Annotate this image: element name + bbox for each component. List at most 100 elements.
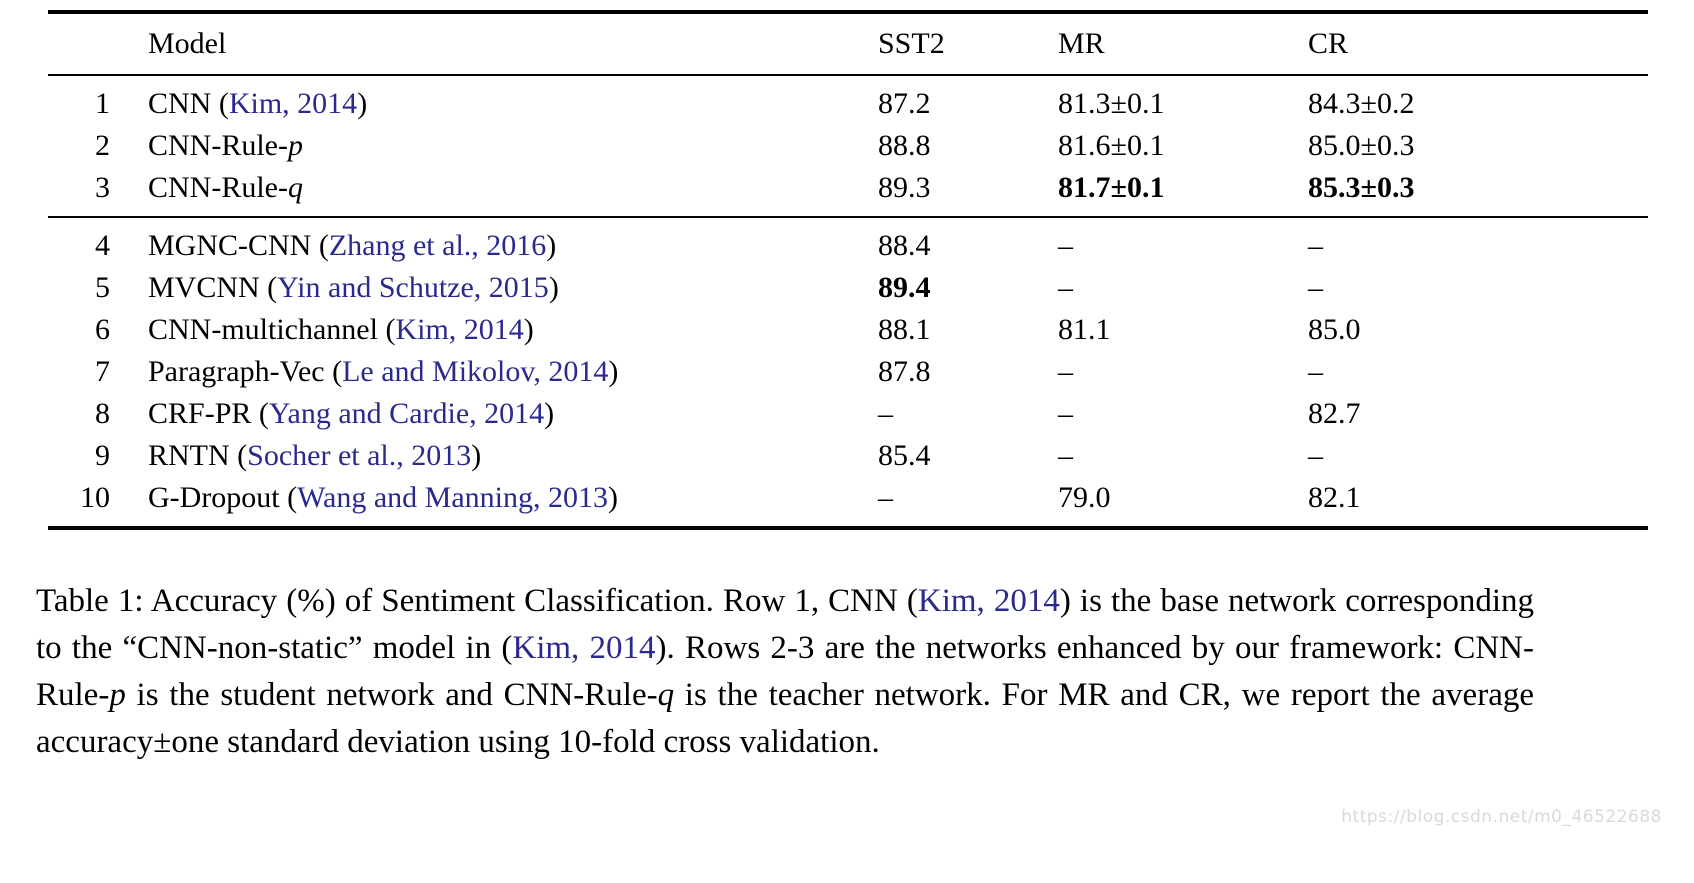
sst2-value-cell: 87.2: [878, 87, 931, 120]
model-cell: CNN (Kim, 2014): [148, 83, 878, 125]
model-cell: G-Dropout (Wang and Manning, 2013): [148, 477, 878, 519]
sst2-value-cell: –: [878, 397, 893, 430]
cr-value-cell: –: [1308, 355, 1323, 388]
cr-value-cell: 85.3±0.3: [1308, 171, 1415, 204]
citation-link: Kim, 2014: [512, 630, 656, 666]
model-cell: CNN-Rule-q: [148, 167, 878, 209]
row-number-cell: 5: [95, 271, 110, 304]
model-cell: RNTN (Socher et al., 2013): [148, 435, 878, 477]
model-cell: CRF-PR (Yang and Cardie, 2014): [148, 393, 878, 435]
cr-value-cell: –: [1308, 229, 1323, 262]
text-segment: ) is the base network corresponding to t…: [36, 583, 1535, 666]
cr-value-cell: 85.0±0.3: [1308, 129, 1415, 162]
mr-value-cell: –: [1058, 397, 1073, 430]
row-number-cell: 2: [95, 129, 110, 162]
text-segment: MVCNN (: [148, 271, 278, 304]
text-segment: ): [544, 397, 555, 430]
row-number-cell: 7: [95, 355, 110, 388]
table-caption: Table 1: Accuracy (%) of Sentiment Class…: [36, 578, 1534, 766]
header-row-number: [48, 14, 148, 74]
text-segment: CNN-multichannel (: [148, 313, 396, 346]
table-row: 6 CNN-multichannel (Kim, 2014) 88.1 81.1 85.…: [48, 309, 1648, 351]
row-number-cell: 9: [95, 439, 110, 472]
model-cell: MGNC-CNN (Zhang et al., 2016): [148, 225, 878, 267]
italic-variable: q: [287, 171, 303, 204]
model-cell: MVCNN (Yin and Schutze, 2015): [148, 267, 878, 309]
mr-value-cell: –: [1058, 229, 1073, 262]
sst2-value-cell: 88.1: [878, 313, 931, 346]
text-segment: ): [523, 313, 534, 346]
text-segment: CNN-Rule-: [148, 129, 288, 162]
table-header-rule: [48, 74, 1648, 76]
mr-value-cell: 81.7±0.1: [1058, 171, 1165, 204]
table-row: 4 MGNC-CNN (Zhang et al., 2016) 88.4 – –: [48, 225, 1648, 267]
row-number-cell: 4: [95, 229, 110, 262]
cr-value-cell: 84.3±0.2: [1308, 87, 1415, 120]
table-mid-rule: [48, 216, 1648, 218]
text-segment: G-Dropout (: [148, 481, 298, 514]
citation-link: Socher et al., 2013: [247, 439, 472, 472]
header-mr: MR: [1058, 27, 1105, 60]
text-segment: RNTN (: [148, 439, 248, 472]
italic-variable: p: [109, 677, 126, 713]
mr-value-cell: –: [1058, 439, 1073, 472]
cr-value-cell: 82.1: [1308, 481, 1361, 514]
table-row: 9 RNTN (Socher et al., 2013) 85.4– –: [48, 435, 1648, 477]
table-row: 2 CNN-Rule-p 88.8 81.6±0.1 85.0±0.3: [48, 125, 1648, 167]
text-segment: ). Rows 2-3 are the networks enhanced by…: [36, 630, 1534, 713]
text-segment: ): [608, 355, 619, 388]
text-segment: ): [546, 229, 557, 262]
italic-variable: q: [657, 677, 675, 713]
table-row: 3 CNN-Rule-q 89.3 81.7±0.1 85.3±0.3: [48, 167, 1648, 209]
table-group-enhanced-models: 1 CNN (Kim, 2014) 87.2 81.3±0.1 84.3±0.2 2 CNN…: [48, 76, 1648, 216]
mr-value-cell: –: [1058, 271, 1073, 304]
text-segment: CNN-Rule-: [148, 171, 288, 204]
text-segment: CRF-PR (: [148, 397, 269, 430]
table-top-rule: [48, 10, 1648, 14]
text-segment: MGNC-CNN (: [148, 229, 329, 262]
citation-link: Yin and Schutze, 2015: [277, 271, 549, 304]
citation-link: Kim, 2014: [395, 313, 524, 346]
model-cell: Paragraph-Vec (Le and Mikolov, 2014): [148, 351, 878, 393]
cr-value-cell: 85.0: [1308, 313, 1361, 346]
mr-value-cell: –: [1058, 355, 1073, 388]
row-number-cell: 6: [95, 313, 110, 346]
row-number-cell: 1: [95, 87, 110, 120]
header-sst2: SST2: [878, 27, 945, 60]
text-segment: ): [471, 439, 482, 472]
cr-value-cell: –: [1308, 271, 1323, 304]
row-number-cell: 8: [95, 397, 110, 430]
mr-value-cell: 79.0: [1058, 481, 1111, 514]
text-segment: Table 1: Accuracy (%) of Sentiment Class…: [36, 583, 918, 619]
paper-page: Model SST2 MR CR 1 CNN (Kim, 2014) 87.2 81.…: [0, 10, 1694, 883]
table-row: 8 CRF-PR (Yang and Cardie, 2014) – –82.7: [48, 393, 1648, 435]
sst2-value-cell: 89.3: [878, 171, 931, 204]
cr-value-cell: –: [1308, 439, 1323, 472]
sst2-value-cell: 85.4: [878, 439, 931, 472]
mr-value-cell: 81.6±0.1: [1058, 129, 1165, 162]
mr-value-cell: 81.1: [1058, 313, 1111, 346]
text-segment: ): [548, 271, 559, 304]
text-segment: is the teacher network. For MR and CR, w…: [36, 677, 1534, 760]
table-row: 7 Paragraph-Vec (Le and Mikolov, 2014) 87.…: [48, 351, 1648, 393]
sst2-value-cell: 89.4: [878, 271, 931, 304]
table-group-baseline-models: 4 MGNC-CNN (Zhang et al., 2016) 88.4 – – 5 MVC…: [48, 218, 1648, 526]
table-row: 1 CNN (Kim, 2014) 87.2 81.3±0.1 84.3±0.2: [48, 83, 1648, 125]
results-table: Model SST2 MR CR 1 CNN (Kim, 2014) 87.2 81.…: [48, 10, 1648, 530]
citation-link: Wang and Manning, 2013: [297, 481, 609, 514]
model-cell: CNN-Rule-p: [148, 125, 878, 167]
mr-value-cell: 81.3±0.1: [1058, 87, 1165, 120]
sst2-value-cell: 88.4: [878, 229, 931, 262]
sst2-value-cell: –: [878, 481, 893, 514]
text-segment: ): [608, 481, 619, 514]
table-row: 10 G-Dropout (Wang and Manning, 2013) –79.…: [48, 477, 1648, 519]
citation-link: Kim, 2014: [228, 87, 358, 120]
header-cr: CR: [1308, 27, 1349, 60]
text-segment: is the student network and CNN-Rule-: [125, 677, 658, 713]
watermark-url: https://blog.csdn.net/m0_46522688: [1341, 807, 1662, 827]
row-number-cell: 10: [80, 481, 110, 514]
sst2-value-cell: 88.8: [878, 129, 931, 162]
table-row: 5 MVCNN (Yin and Schutze, 2015) 89.4– –: [48, 267, 1648, 309]
italic-variable: p: [287, 129, 303, 162]
citation-link: Kim, 2014: [917, 583, 1060, 619]
